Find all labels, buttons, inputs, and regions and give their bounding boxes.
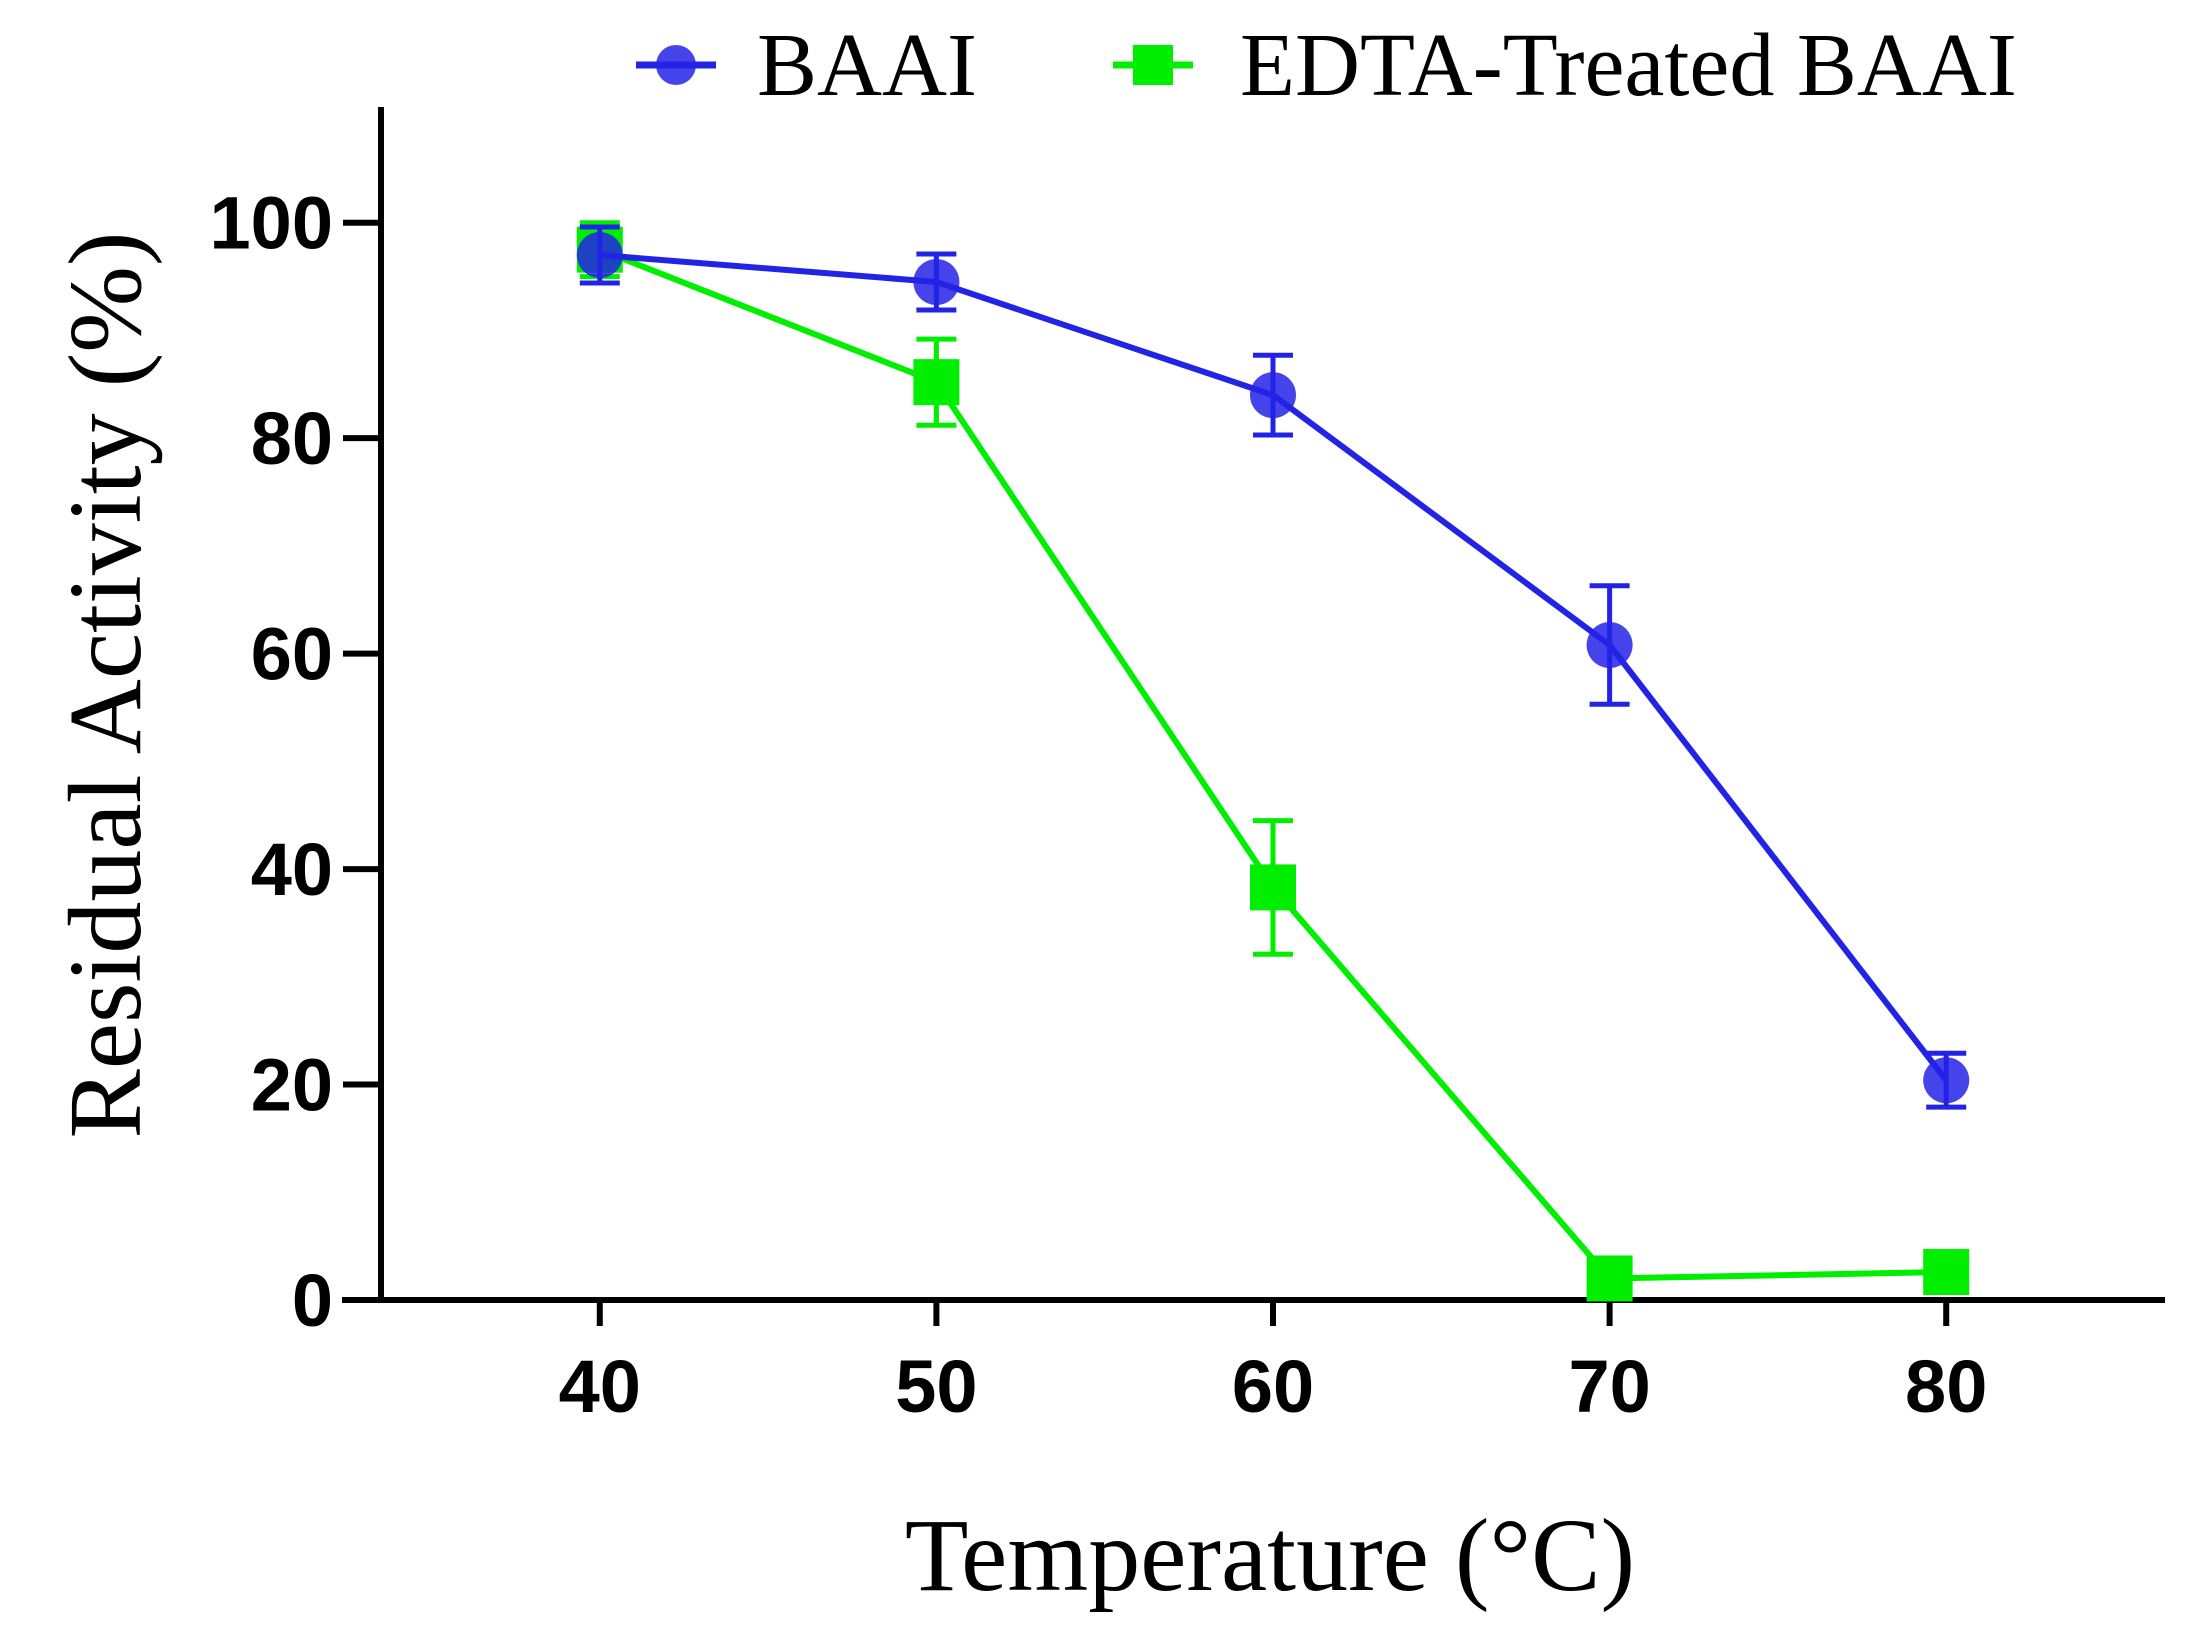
point-edta-treated-baai-80	[1923, 1248, 1970, 1295]
point-baai-70	[1586, 622, 1633, 669]
y-tick-label-80: 80	[251, 397, 333, 480]
y-axis-title: Residual Activity (%)	[48, 232, 163, 1139]
point-baai-60	[1250, 372, 1296, 419]
y-tick-label-40: 40	[251, 828, 333, 911]
x-ticks: 40 50 60 70 80	[559, 1300, 1987, 1428]
legend: BAAI EDTA-Treated BAAI	[636, 16, 2017, 115]
axes	[342, 107, 2165, 1303]
point-baai-40	[576, 232, 623, 279]
point-edta-treated-baai-50	[913, 359, 960, 406]
point-edta-treated-baai-60	[1250, 864, 1296, 911]
legend-entry-baai: BAAI	[636, 16, 977, 115]
y-ticks: 0 20 40 60 80 100	[210, 182, 381, 1342]
legend-entry-edta-treated-baai: EDTA-Treated BAAI	[1113, 16, 2017, 115]
x-tick-label-40: 40	[559, 1345, 641, 1428]
point-baai-50	[913, 258, 960, 305]
x-tick-label-80: 80	[1905, 1345, 1987, 1428]
x-tick-label-70: 70	[1568, 1345, 1650, 1428]
x-axis-title: Temperature (°C)	[905, 1498, 1635, 1613]
y-tick-label-20: 20	[251, 1044, 333, 1127]
point-baai-80	[1923, 1057, 1970, 1104]
legend-label-edta-treated-baai: EDTA-Treated BAAI	[1240, 16, 2017, 115]
y-tick-label-0: 0	[292, 1259, 333, 1342]
x-tick-label-50: 50	[895, 1345, 977, 1428]
y-tick-label-60: 60	[251, 613, 333, 696]
x-tick-label-60: 60	[1232, 1345, 1314, 1428]
y-tick-label-100: 100	[210, 182, 333, 265]
point-edta-treated-baai-70	[1586, 1255, 1633, 1302]
legend-label-baai: BAAI	[757, 16, 977, 115]
series-layer	[576, 220, 1970, 1302]
series-baai	[576, 224, 1970, 1110]
